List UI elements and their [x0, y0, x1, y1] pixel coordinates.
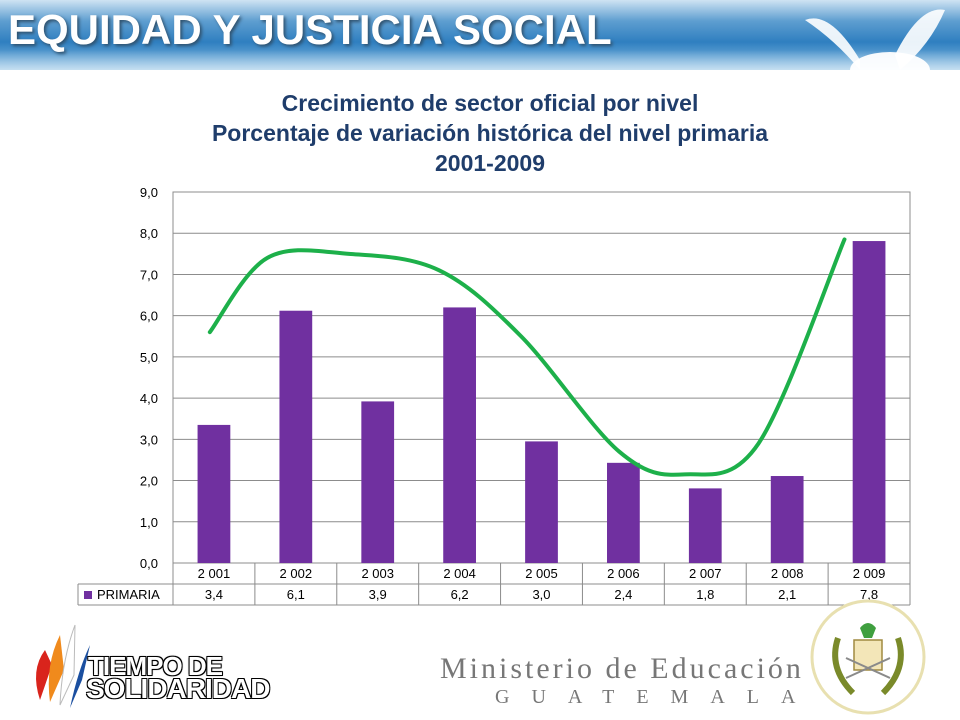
data-label: 6,2 — [451, 587, 469, 602]
data-label: 3,0 — [532, 587, 550, 602]
hands-icon — [36, 624, 90, 708]
data-label: 3,4 — [205, 587, 223, 602]
bar — [688, 488, 722, 563]
chart-title-line-3: 2001-2009 — [435, 150, 545, 176]
data-label: 7,8 — [860, 587, 878, 602]
bar — [607, 462, 640, 563]
bar — [852, 241, 886, 563]
bar — [361, 401, 395, 563]
chart-title-line-2: Porcentaje de variación histórica del ni… — [211, 120, 769, 146]
x-tick-label: 2 007 — [689, 566, 722, 581]
y-tick-label: 8,0 — [140, 226, 158, 241]
data-label: 2,4 — [614, 587, 632, 602]
data-label: 3,9 — [369, 587, 387, 602]
country-name: GUATEMALA — [495, 686, 818, 708]
logo-text-line-1: TIEMPO DE — [88, 651, 223, 681]
y-tick-label: 1,0 — [140, 515, 158, 530]
solidaridad-logo — [30, 620, 280, 710]
header-fade — [0, 50, 960, 70]
x-tick-label: 2 008 — [771, 566, 804, 581]
legend-swatch — [84, 591, 92, 599]
x-tick-label: 2 006 — [607, 566, 640, 581]
bar — [525, 441, 558, 563]
header-banner: EQUIDAD Y JUSTICIA SOCIAL — [0, 0, 960, 70]
y-tick-label: 4,0 — [140, 391, 158, 406]
data-label: 6,1 — [287, 587, 305, 602]
slide-title: EQUIDAD Y JUSTICIA SOCIAL — [8, 6, 612, 53]
x-tick-label: 2 002 — [280, 566, 313, 581]
y-tick-label: 3,0 — [140, 432, 158, 447]
data-label: 2,1 — [778, 587, 796, 602]
x-tick-label: 2 009 — [853, 566, 886, 581]
chart-title: Crecimiento de sector oficial por nivel … — [140, 88, 840, 178]
ministry-name: Ministerio de Educación — [440, 652, 804, 685]
trend-curve — [207, 237, 847, 477]
coat-of-arms-icon — [810, 599, 926, 715]
bar — [443, 307, 476, 563]
bar — [279, 310, 313, 563]
x-tick-label: 2 004 — [443, 566, 476, 581]
bar — [770, 476, 804, 563]
x-tick-label: 2 001 — [198, 566, 231, 581]
legend-label: PRIMARIA — [97, 587, 160, 602]
y-tick-label: 0,0 — [140, 556, 158, 571]
x-tick-label: 2 005 — [525, 566, 558, 581]
data-label: 1,8 — [696, 587, 714, 602]
chart-title-line-1: Crecimiento de sector oficial por nivel — [281, 90, 699, 116]
y-tick-label: 6,0 — [140, 309, 158, 324]
y-tick-label: 2,0 — [140, 474, 158, 489]
x-tick-label: 2 003 — [361, 566, 394, 581]
y-tick-label: 9,0 — [140, 185, 158, 200]
logo-text-line-2: SOLIDARIDAD — [86, 673, 270, 704]
bar — [197, 424, 231, 563]
y-tick-label: 5,0 — [140, 350, 158, 365]
dove-icon — [805, 9, 945, 70]
y-tick-label: 7,0 — [140, 267, 158, 282]
